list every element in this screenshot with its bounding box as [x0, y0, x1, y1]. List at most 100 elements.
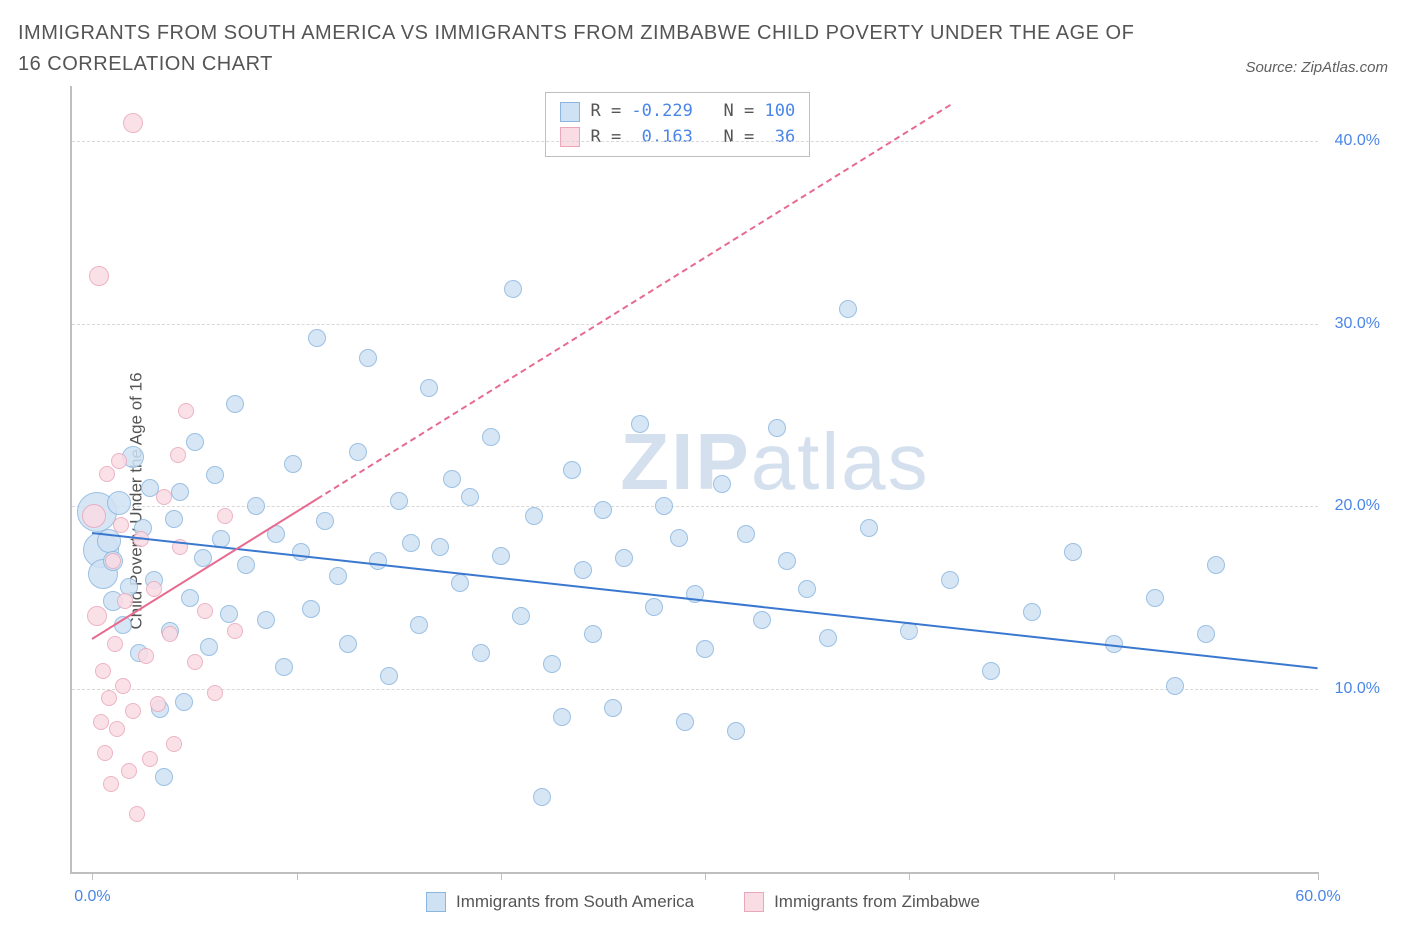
data-point: [82, 504, 106, 528]
data-point: [175, 693, 193, 711]
data-point: [247, 497, 265, 515]
data-point: [615, 549, 633, 567]
data-point: [329, 567, 347, 585]
data-point: [472, 644, 490, 662]
data-point: [111, 453, 127, 469]
data-point: [109, 721, 125, 737]
data-point: [150, 696, 166, 712]
legend-swatch: [560, 127, 580, 147]
data-point: [275, 658, 293, 676]
data-point: [217, 508, 233, 524]
gridline: [72, 141, 1318, 142]
data-point: [369, 552, 387, 570]
legend-corr-row: R = 0.163 N = 36: [560, 125, 795, 151]
data-point: [631, 415, 649, 433]
y-tick-label: 40.0%: [1335, 132, 1380, 150]
data-point: [670, 529, 688, 547]
gridline: [72, 689, 1318, 690]
data-point: [982, 662, 1000, 680]
legend-swatch: [744, 892, 764, 912]
data-point: [574, 561, 592, 579]
data-point: [1197, 625, 1215, 643]
legend-stat-text: R = -0.229 N = 100: [590, 99, 795, 125]
data-point: [737, 525, 755, 543]
data-point: [206, 466, 224, 484]
data-point: [727, 722, 745, 740]
data-point: [146, 581, 162, 597]
data-point: [380, 667, 398, 685]
data-point: [676, 713, 694, 731]
data-point: [316, 512, 334, 530]
data-point: [594, 501, 612, 519]
data-point: [359, 349, 377, 367]
data-point: [121, 763, 137, 779]
data-point: [113, 517, 129, 533]
legend-label: Immigrants from South America: [456, 892, 694, 912]
data-point: [819, 629, 837, 647]
data-point: [1023, 603, 1041, 621]
data-point: [482, 428, 500, 446]
data-point: [492, 547, 510, 565]
legend-item: Immigrants from South America: [426, 892, 694, 912]
data-point: [220, 605, 238, 623]
data-point: [178, 403, 194, 419]
data-point: [123, 113, 143, 133]
series-legend: Immigrants from South America Immigrants …: [18, 892, 1388, 912]
data-point: [713, 475, 731, 493]
data-point: [451, 574, 469, 592]
data-point: [563, 461, 581, 479]
data-point: [860, 519, 878, 537]
data-point: [696, 640, 714, 658]
x-tick: [1318, 872, 1319, 880]
x-tick: [705, 872, 706, 880]
data-point: [525, 507, 543, 525]
data-point: [1207, 556, 1225, 574]
legend-item: Immigrants from Zimbabwe: [744, 892, 980, 912]
x-tick: [1114, 872, 1115, 880]
data-point: [93, 714, 109, 730]
chart-title: IMMIGRANTS FROM SOUTH AMERICA VS IMMIGRA…: [18, 18, 1138, 80]
data-point: [402, 534, 420, 552]
y-tick-label: 30.0%: [1335, 315, 1380, 333]
chart-container: Child Poverty Under the Age of 16 ZIPatl…: [18, 86, 1388, 916]
data-point: [115, 678, 131, 694]
data-point: [166, 736, 182, 752]
data-point: [410, 616, 428, 634]
trend-line: [317, 104, 951, 500]
legend-swatch: [560, 102, 580, 122]
data-point: [753, 611, 771, 629]
data-point: [1166, 677, 1184, 695]
data-point: [155, 768, 173, 786]
data-point: [655, 497, 673, 515]
data-point: [292, 543, 310, 561]
data-point: [768, 419, 786, 437]
data-point: [390, 492, 408, 510]
data-point: [170, 447, 186, 463]
data-point: [171, 483, 189, 501]
data-point: [125, 703, 141, 719]
data-point: [443, 470, 461, 488]
data-point: [941, 571, 959, 589]
data-point: [431, 538, 449, 556]
data-point: [186, 433, 204, 451]
legend-swatch: [426, 892, 446, 912]
correlation-legend: R = -0.229 N = 100R = 0.163 N = 36: [545, 92, 810, 157]
data-point: [165, 510, 183, 528]
data-point: [197, 603, 213, 619]
legend-label: Immigrants from Zimbabwe: [774, 892, 980, 912]
data-point: [420, 379, 438, 397]
data-point: [645, 598, 663, 616]
data-point: [107, 491, 131, 515]
data-point: [778, 552, 796, 570]
data-point: [95, 663, 111, 679]
y-tick-label: 20.0%: [1335, 497, 1380, 515]
data-point: [89, 266, 109, 286]
data-point: [227, 623, 243, 639]
x-tick: [909, 872, 910, 880]
legend-stat-text: R = 0.163 N = 36: [590, 125, 795, 151]
x-tick: [297, 872, 298, 880]
data-point: [97, 745, 113, 761]
data-point: [302, 600, 320, 618]
data-point: [237, 556, 255, 574]
data-point: [504, 280, 522, 298]
